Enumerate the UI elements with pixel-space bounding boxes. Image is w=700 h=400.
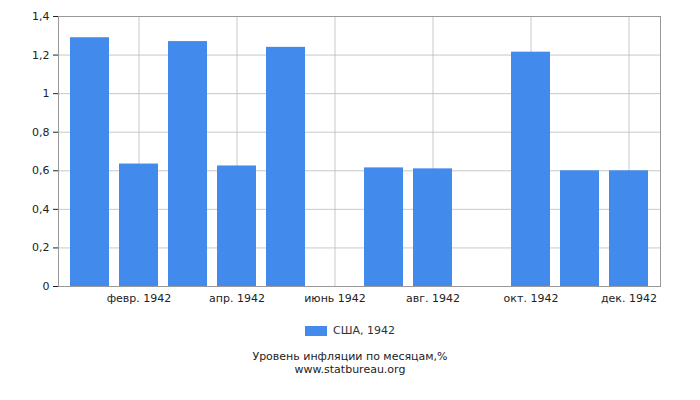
svg-text:дек. 1942: дек. 1942 bbox=[601, 292, 657, 305]
svg-text:1,2: 1,2 bbox=[32, 49, 50, 62]
svg-text:июнь 1942: июнь 1942 bbox=[304, 292, 366, 305]
svg-text:апр. 1942: апр. 1942 bbox=[209, 292, 265, 305]
svg-text:0,6: 0,6 bbox=[32, 164, 50, 177]
html-text:Уровень инфляции по месяцам,%: Уровень инфляции по месяцам,% bbox=[252, 350, 448, 363]
svg-text:0,8: 0,8 bbox=[32, 126, 50, 139]
svg-text:1,4: 1,4 bbox=[32, 10, 50, 23]
svg-text:0: 0 bbox=[43, 280, 50, 293]
svg-text:0,4: 0,4 bbox=[32, 203, 50, 216]
svg-text:0,2: 0,2 bbox=[32, 241, 50, 254]
svg-text:1: 1 bbox=[43, 87, 50, 100]
svg-text:авг. 1942: авг. 1942 bbox=[406, 292, 460, 305]
svg-text:окт. 1942: окт. 1942 bbox=[504, 292, 559, 305]
html-text:США, 1942: США, 1942 bbox=[333, 324, 395, 337]
html-text:www.statbureau.org: www.statbureau.org bbox=[294, 363, 406, 376]
svg-text:февр. 1942: февр. 1942 bbox=[107, 292, 172, 305]
